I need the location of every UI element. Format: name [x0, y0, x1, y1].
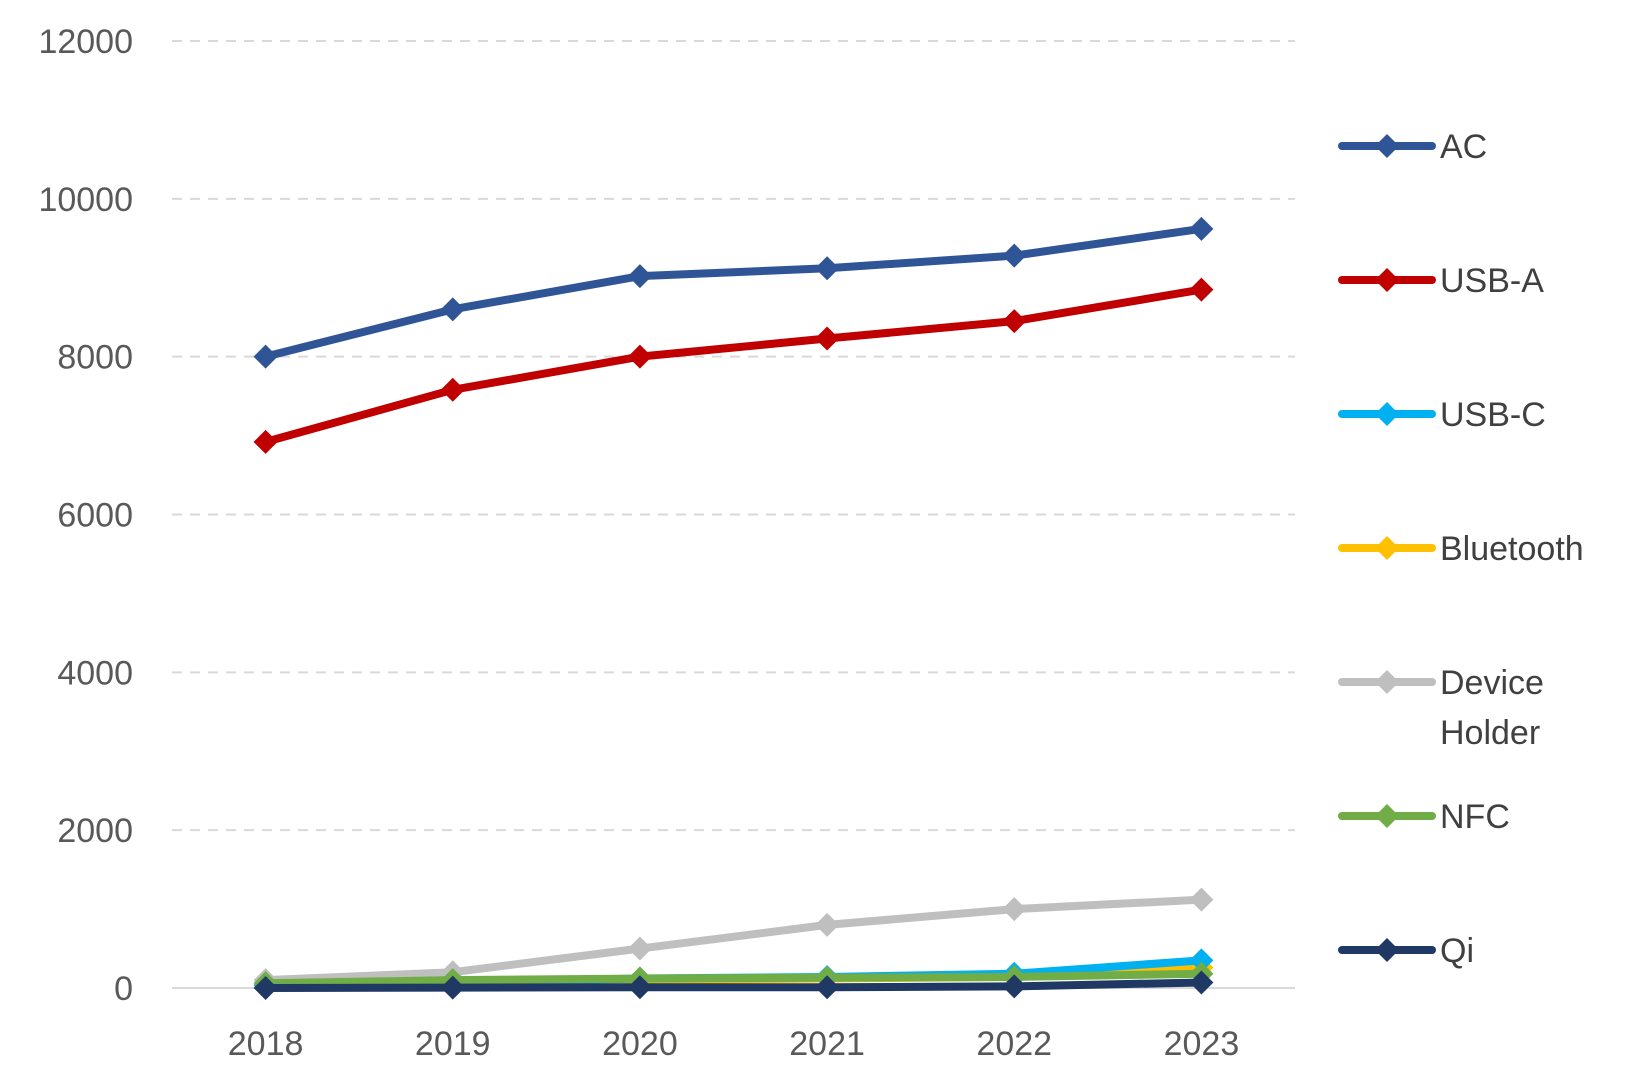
legend-item-bluetooth: Bluetooth — [1338, 530, 1584, 568]
legend-marker — [1375, 804, 1399, 828]
data-point-usb-a — [253, 429, 278, 454]
data-point-device-holder — [1002, 897, 1027, 922]
legend-marker — [1375, 268, 1399, 292]
data-point-ac — [440, 297, 465, 322]
series-line-device-holder — [261, 895, 1206, 985]
series-line-qi — [261, 978, 1206, 992]
data-point-qi — [627, 975, 652, 1000]
legend: AC USB-A USB-C Bluetooth Device Holder NFC Qi — [1338, 128, 1584, 970]
legend-item-nfc: NFC — [1338, 798, 1510, 836]
y-axis-ticks: 0 2000 4000 6000 8000 10000 12000 — [38, 23, 133, 1008]
x-tick-label: 2022 — [976, 1025, 1052, 1063]
data-point-ac — [253, 344, 278, 369]
x-tick-label: 2020 — [602, 1025, 678, 1063]
y-tick-label: 6000 — [57, 497, 133, 535]
series-device-holder — [253, 887, 1214, 993]
data-point-usb-c — [1189, 948, 1214, 973]
y-tick-label: 0 — [114, 970, 133, 1008]
legend-marker — [1375, 938, 1399, 962]
y-tick-label: 8000 — [57, 339, 133, 377]
data-point-device-holder — [627, 936, 652, 961]
y-tick-label: 2000 — [57, 812, 133, 850]
series-line-usb-a — [261, 285, 1206, 446]
gridlines — [172, 40, 1295, 989]
data-point-usb-a — [815, 326, 840, 351]
series-lines — [253, 216, 1214, 1000]
x-tick-label: 2019 — [415, 1025, 491, 1063]
y-tick-label: 4000 — [57, 654, 133, 692]
series-line-ac — [261, 224, 1206, 361]
legend-label: USB-A — [1440, 262, 1544, 300]
data-point-qi — [440, 975, 465, 1000]
data-point-usb-a — [1189, 277, 1214, 302]
legend-marker — [1375, 402, 1399, 426]
legend-label: Device Holder — [1440, 664, 1544, 752]
legend-item-usb-a: USB-A — [1338, 262, 1544, 300]
y-tick-label: 10000 — [38, 181, 133, 219]
series-qi — [253, 970, 1214, 1000]
data-point-usb-a — [627, 344, 652, 369]
series-ac — [253, 216, 1214, 369]
legend-label: NFC — [1440, 798, 1510, 836]
legend-label: AC — [1440, 128, 1487, 166]
legend-marker — [1375, 670, 1399, 694]
legend-label: USB-C — [1440, 396, 1546, 434]
data-point-qi — [1189, 970, 1214, 995]
legend-marker — [1375, 536, 1399, 560]
legend-item-device-holder: Device Holder — [1338, 664, 1544, 752]
x-tick-label: 2018 — [228, 1025, 304, 1063]
series-usb-a — [253, 277, 1214, 454]
series-line-nfc — [261, 969, 1206, 988]
data-point-usb-a — [440, 377, 465, 402]
legend-item-ac: AC — [1338, 128, 1487, 166]
data-point-ac — [815, 256, 840, 281]
data-point-ac — [627, 264, 652, 289]
x-tick-label: 2021 — [789, 1025, 865, 1063]
legend-label: Qi — [1440, 932, 1474, 970]
data-point-ac — [1189, 216, 1214, 241]
legend-item-qi: Qi — [1338, 932, 1474, 970]
legend-item-usb-c: USB-C — [1338, 396, 1546, 434]
data-point-usb-a — [1002, 309, 1027, 334]
data-point-qi — [815, 975, 840, 1000]
data-point-device-holder — [815, 912, 840, 937]
y-tick-label: 12000 — [38, 23, 133, 61]
x-axis-ticks: 2018 2019 2020 2021 2022 2023 — [228, 1025, 1239, 1063]
legend-label: Bluetooth — [1440, 530, 1584, 568]
x-tick-label: 2023 — [1164, 1025, 1240, 1063]
legend-marker — [1375, 134, 1399, 158]
data-point-qi — [1002, 974, 1027, 999]
data-point-ac — [1002, 243, 1027, 268]
data-point-qi — [253, 976, 278, 1000]
data-point-device-holder — [1189, 887, 1214, 912]
